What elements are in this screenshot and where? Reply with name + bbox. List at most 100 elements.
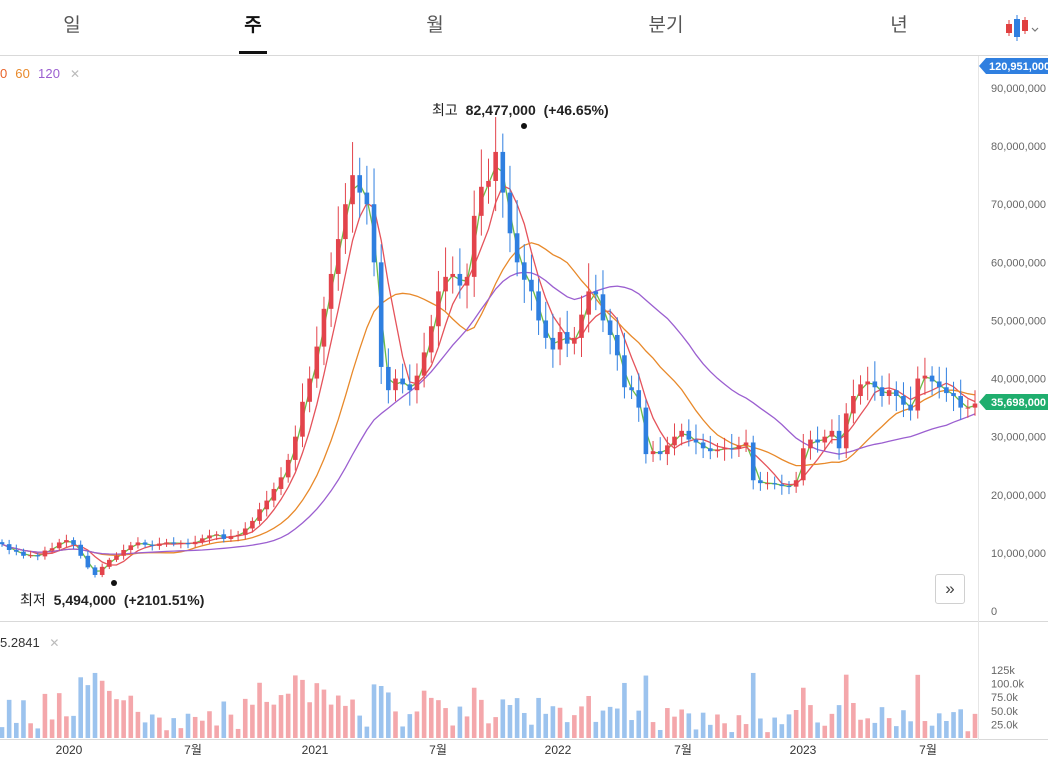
volume-bar [350, 699, 355, 738]
candle-body [479, 186, 484, 216]
candle-body [736, 445, 742, 449]
candle-body [328, 273, 334, 309]
volume-bar [242, 698, 248, 738]
volume-bar [715, 714, 720, 738]
price-tick-label: 70,000,000 [991, 199, 1046, 211]
tab-week[interactable]: 주 [223, 0, 283, 56]
candle-body [378, 262, 384, 367]
candle-body [443, 276, 448, 292]
volume-bar [650, 722, 656, 738]
time-label-jul-2021: 7월 [429, 743, 447, 757]
candle-body [92, 567, 98, 575]
volume-bar [14, 722, 19, 738]
candle-body [572, 337, 577, 344]
candle-body [657, 451, 663, 455]
volume-bar [428, 697, 434, 738]
candle-body [650, 451, 656, 455]
candle-body [894, 390, 899, 396]
volume-bar [600, 710, 606, 738]
volume-bar [178, 728, 184, 738]
candle-body [99, 566, 105, 575]
candle-body [972, 403, 978, 408]
volume-bar [908, 721, 913, 738]
volume-bar [300, 679, 305, 738]
candle-body [107, 559, 112, 567]
candle-body [235, 534, 241, 537]
volume-bar [35, 728, 41, 738]
candle-body [214, 534, 219, 536]
volume-bar [114, 699, 119, 738]
volume-bar [772, 717, 777, 738]
candle-body [221, 534, 227, 539]
price-tick-label: 0 [991, 606, 997, 618]
volume-bar [343, 705, 348, 738]
close-icon[interactable]: ✕ [70, 67, 81, 81]
high-label: 최고 [432, 102, 458, 118]
volume-legend-value: 5.2841 [0, 635, 40, 650]
volume-bar [836, 705, 842, 738]
candle-body [486, 180, 491, 187]
tab-month[interactable]: 월 [426, 15, 444, 36]
price-tick-label: 90,000,000 [991, 83, 1046, 95]
volume-bar [164, 730, 169, 738]
volume-bar [829, 713, 835, 738]
candle-body [257, 509, 262, 521]
ma-legend-item-120: 120 [37, 66, 61, 81]
volume-bar [192, 716, 198, 738]
volume-bar [915, 674, 921, 738]
volume-bar [364, 726, 370, 738]
volume-bar [464, 716, 470, 738]
volume-bar [944, 720, 949, 738]
candle-body [901, 395, 906, 405]
close-icon[interactable]: ✕ [49, 636, 60, 650]
volume-bar [665, 708, 670, 738]
candle-body [929, 375, 935, 382]
high-value: 82,477,000 [466, 102, 536, 118]
candle-body [922, 375, 928, 379]
ma-legend: 0 60 120 ✕ [0, 66, 80, 81]
candle-body [271, 488, 277, 501]
candle-body [400, 378, 405, 385]
time-label-2023: 2023 [790, 743, 817, 757]
candle-body [758, 480, 763, 484]
candle-body [829, 430, 835, 437]
volume-bar [607, 706, 613, 738]
volume-bar [285, 693, 291, 738]
candle-body [171, 542, 177, 544]
ma-legend-item-1: 0 [0, 66, 8, 81]
candle-body [457, 273, 463, 286]
volume-bar [872, 722, 878, 738]
candle-body [428, 326, 434, 353]
high-marker [521, 123, 527, 129]
candle-body [815, 439, 820, 443]
candle-body [321, 308, 327, 347]
candle-body [729, 448, 735, 450]
volume-bar [400, 726, 405, 738]
volume-bar [965, 731, 971, 738]
candle-body [765, 483, 770, 485]
candle-body [808, 439, 813, 449]
candle-body [357, 175, 363, 193]
low-value: 5,494,000 [54, 592, 116, 608]
tab-year[interactable]: 년 [890, 15, 908, 36]
tab-quarter[interactable]: 분기 [648, 15, 684, 36]
candle-body [564, 332, 570, 344]
candlestick-icon[interactable] [1004, 14, 1044, 42]
volume-bar [743, 724, 749, 738]
candle-body [149, 544, 155, 546]
volume-bar [786, 714, 792, 738]
current-price-tag: 35,698,000 [979, 394, 1048, 410]
candle-body [343, 204, 348, 240]
candle-body [335, 239, 341, 274]
candle-body [865, 381, 870, 385]
scroll-to-latest-button[interactable]: » [935, 574, 965, 604]
candle-body [836, 430, 842, 449]
volume-bar [185, 713, 191, 738]
candle-body [908, 404, 913, 411]
volume-bar [457, 706, 463, 738]
price-tick-label: 80,000,000 [991, 141, 1046, 153]
tab-day[interactable]: 일 [63, 15, 81, 36]
price-chart[interactable]: 0 10,000,000 20,000,000 30,000,000 40,000,00… [0, 56, 1048, 760]
candle-body [293, 436, 298, 460]
volume-bar [572, 715, 577, 738]
